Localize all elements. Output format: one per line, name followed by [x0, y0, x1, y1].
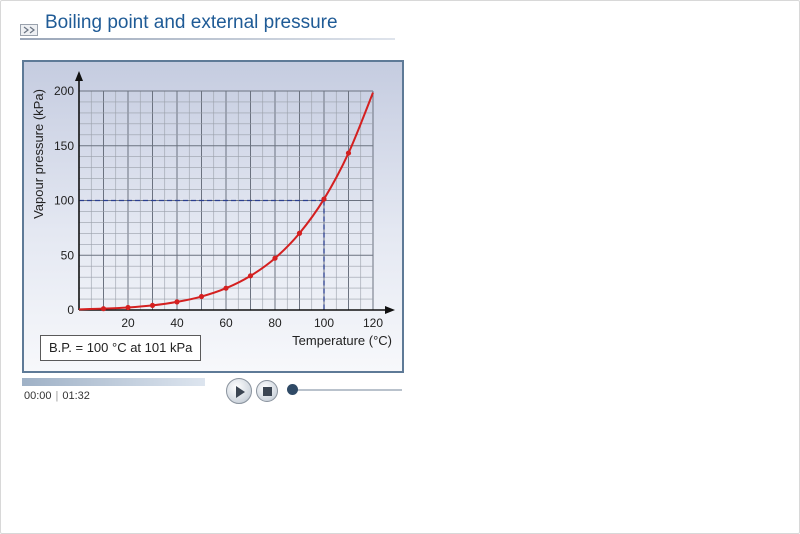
- x-tick-label: 120: [363, 316, 383, 330]
- time-separator: |: [55, 390, 59, 402]
- data-point: [149, 302, 156, 309]
- vapour-pressure-chart: 20 40 60 80 100 120 0 50 100 150 200 Temperature (…: [24, 62, 402, 371]
- data-point: [174, 299, 180, 305]
- data-point: [223, 285, 229, 291]
- data-point: [296, 230, 303, 236]
- x-axis-arrow: [385, 306, 395, 314]
- data-point: [125, 304, 131, 311]
- x-tick-label: 40: [170, 316, 184, 330]
- playback-progress-bar[interactable]: [22, 378, 205, 386]
- x-tick-label: 100: [314, 316, 334, 330]
- title-divider: [20, 38, 395, 40]
- play-button[interactable]: [226, 378, 252, 404]
- data-point: [321, 196, 327, 202]
- y-axis-label: Vapour pressure (kPa): [31, 89, 46, 219]
- tick-labels: 20 40 60 80 100 120 0 50 100 150 200: [54, 84, 383, 330]
- data-series: [78, 92, 374, 312]
- chart-axes: [75, 71, 395, 314]
- y-tick-label: 0: [67, 303, 74, 317]
- stop-icon: [263, 387, 272, 396]
- total-time: 01:32: [62, 390, 90, 402]
- chart-background: [24, 62, 402, 371]
- reference-lines: [79, 199, 325, 310]
- boiling-point-annotation: B.P. = 100 °C at 101 kPa: [40, 335, 202, 361]
- page-title: Boiling point and external pressure: [45, 12, 338, 33]
- x-tick-label: 20: [121, 316, 135, 330]
- data-point: [198, 293, 205, 300]
- x-tick-label: 80: [268, 316, 282, 330]
- y-tick-label: 50: [61, 248, 75, 262]
- time-readout: 00:00 | 01:32: [24, 390, 90, 402]
- data-point: [272, 255, 278, 261]
- volume-slider[interactable]: [290, 389, 402, 391]
- data-point: [247, 273, 254, 279]
- y-tick-label: 150: [54, 139, 74, 153]
- volume-slider-handle[interactable]: [287, 384, 298, 395]
- y-axis-arrow: [75, 71, 83, 81]
- y-tick-label: 100: [54, 194, 74, 208]
- y-tick-label: 200: [54, 84, 74, 98]
- x-axis-label: Temperature (°C): [292, 333, 392, 348]
- chart-panel: 20 40 60 80 100 120 0 50 100 150 200 Temperature (…: [22, 60, 404, 373]
- data-point: [345, 150, 352, 156]
- play-icon: [236, 386, 245, 398]
- x-tick-label: 60: [219, 316, 233, 330]
- data-point: [100, 306, 107, 312]
- slideshow-icon: [20, 24, 38, 36]
- stop-button[interactable]: [256, 380, 278, 402]
- current-time: 00:00: [24, 390, 52, 402]
